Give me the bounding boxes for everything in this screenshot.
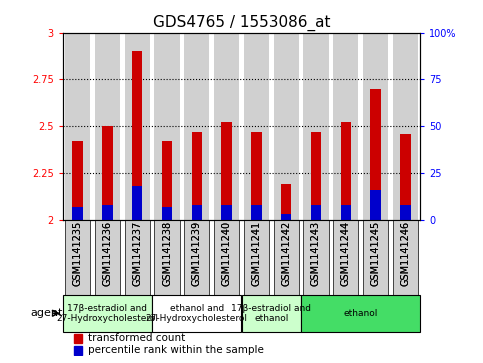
Text: GSM1141235: GSM1141235 <box>72 221 83 286</box>
Bar <box>65 33 90 220</box>
Bar <box>63 294 152 332</box>
Bar <box>152 294 242 332</box>
Text: GSM1141235: GSM1141235 <box>72 221 83 286</box>
Bar <box>125 33 150 220</box>
Text: GSM1141245: GSM1141245 <box>370 221 381 286</box>
Text: GSM1141244: GSM1141244 <box>341 221 351 286</box>
Bar <box>242 294 301 332</box>
Bar <box>244 220 269 294</box>
Bar <box>370 190 381 220</box>
Text: GSM1141241: GSM1141241 <box>251 221 261 286</box>
Text: GSM1141237: GSM1141237 <box>132 221 142 286</box>
Bar <box>132 186 142 220</box>
Bar <box>301 294 420 332</box>
Text: GSM1141243: GSM1141243 <box>311 221 321 286</box>
Bar <box>251 132 262 220</box>
Text: GSM1141243: GSM1141243 <box>311 221 321 286</box>
Bar <box>341 205 351 220</box>
Bar <box>95 220 120 294</box>
Bar <box>311 132 321 220</box>
Text: GSM1141237: GSM1141237 <box>132 221 142 286</box>
Text: 17β-estradiol and
ethanol: 17β-estradiol and ethanol <box>231 303 311 323</box>
Bar <box>273 220 299 294</box>
Bar <box>72 141 83 220</box>
Bar <box>132 52 142 220</box>
Bar <box>333 33 358 220</box>
Bar <box>192 205 202 220</box>
Text: GSM1141239: GSM1141239 <box>192 221 202 286</box>
Bar <box>214 33 239 220</box>
Text: GSM1141242: GSM1141242 <box>281 221 291 286</box>
Bar <box>155 220 180 294</box>
Text: GSM1141245: GSM1141245 <box>370 221 381 286</box>
Text: GSM1141236: GSM1141236 <box>102 221 113 286</box>
Bar <box>281 184 291 220</box>
Bar <box>393 33 418 220</box>
Bar <box>400 134 411 220</box>
Text: agent: agent <box>30 308 63 318</box>
Text: GSM1141241: GSM1141241 <box>251 221 261 286</box>
Bar <box>303 33 328 220</box>
Bar <box>184 220 210 294</box>
Bar <box>221 205 232 220</box>
Text: 17β-estradiol and
27-Hydroxycholesterol: 17β-estradiol and 27-Hydroxycholesterol <box>57 303 158 323</box>
Bar <box>333 220 358 294</box>
Text: transformed count: transformed count <box>88 333 185 343</box>
Bar <box>184 33 210 220</box>
Bar <box>162 141 172 220</box>
Text: GSM1141238: GSM1141238 <box>162 221 172 286</box>
Text: GSM1141236: GSM1141236 <box>102 221 113 286</box>
Bar <box>102 205 113 220</box>
Bar <box>72 207 83 220</box>
Text: GSM1141238: GSM1141238 <box>162 221 172 286</box>
Text: GSM1141242: GSM1141242 <box>281 221 291 286</box>
Bar <box>192 132 202 220</box>
Bar <box>244 33 269 220</box>
Bar <box>73 334 83 343</box>
Bar <box>102 126 113 220</box>
Title: GDS4765 / 1553086_at: GDS4765 / 1553086_at <box>153 15 330 31</box>
Bar <box>162 207 172 220</box>
Text: GSM1141246: GSM1141246 <box>400 221 411 286</box>
Bar <box>303 220 328 294</box>
Bar <box>155 33 180 220</box>
Text: ethanol and
27-Hydroxycholesterol: ethanol and 27-Hydroxycholesterol <box>146 303 248 323</box>
Text: ethanol: ethanol <box>343 309 378 318</box>
Bar <box>363 220 388 294</box>
Bar <box>214 220 239 294</box>
Bar <box>311 205 321 220</box>
Bar <box>393 220 418 294</box>
Bar <box>95 33 120 220</box>
Bar <box>370 89 381 220</box>
Bar <box>273 33 299 220</box>
Text: percentile rank within the sample: percentile rank within the sample <box>88 345 264 355</box>
Bar <box>73 346 83 355</box>
Bar <box>363 33 388 220</box>
Text: GSM1141244: GSM1141244 <box>341 221 351 286</box>
Text: GSM1141246: GSM1141246 <box>400 221 411 286</box>
Bar <box>125 220 150 294</box>
Bar <box>341 122 351 220</box>
Bar <box>221 122 232 220</box>
Bar <box>400 205 411 220</box>
Text: GSM1141240: GSM1141240 <box>222 221 232 286</box>
Text: GSM1141240: GSM1141240 <box>222 221 232 286</box>
Bar <box>251 205 262 220</box>
Text: GSM1141239: GSM1141239 <box>192 221 202 286</box>
Bar <box>281 214 291 220</box>
Bar <box>65 220 90 294</box>
